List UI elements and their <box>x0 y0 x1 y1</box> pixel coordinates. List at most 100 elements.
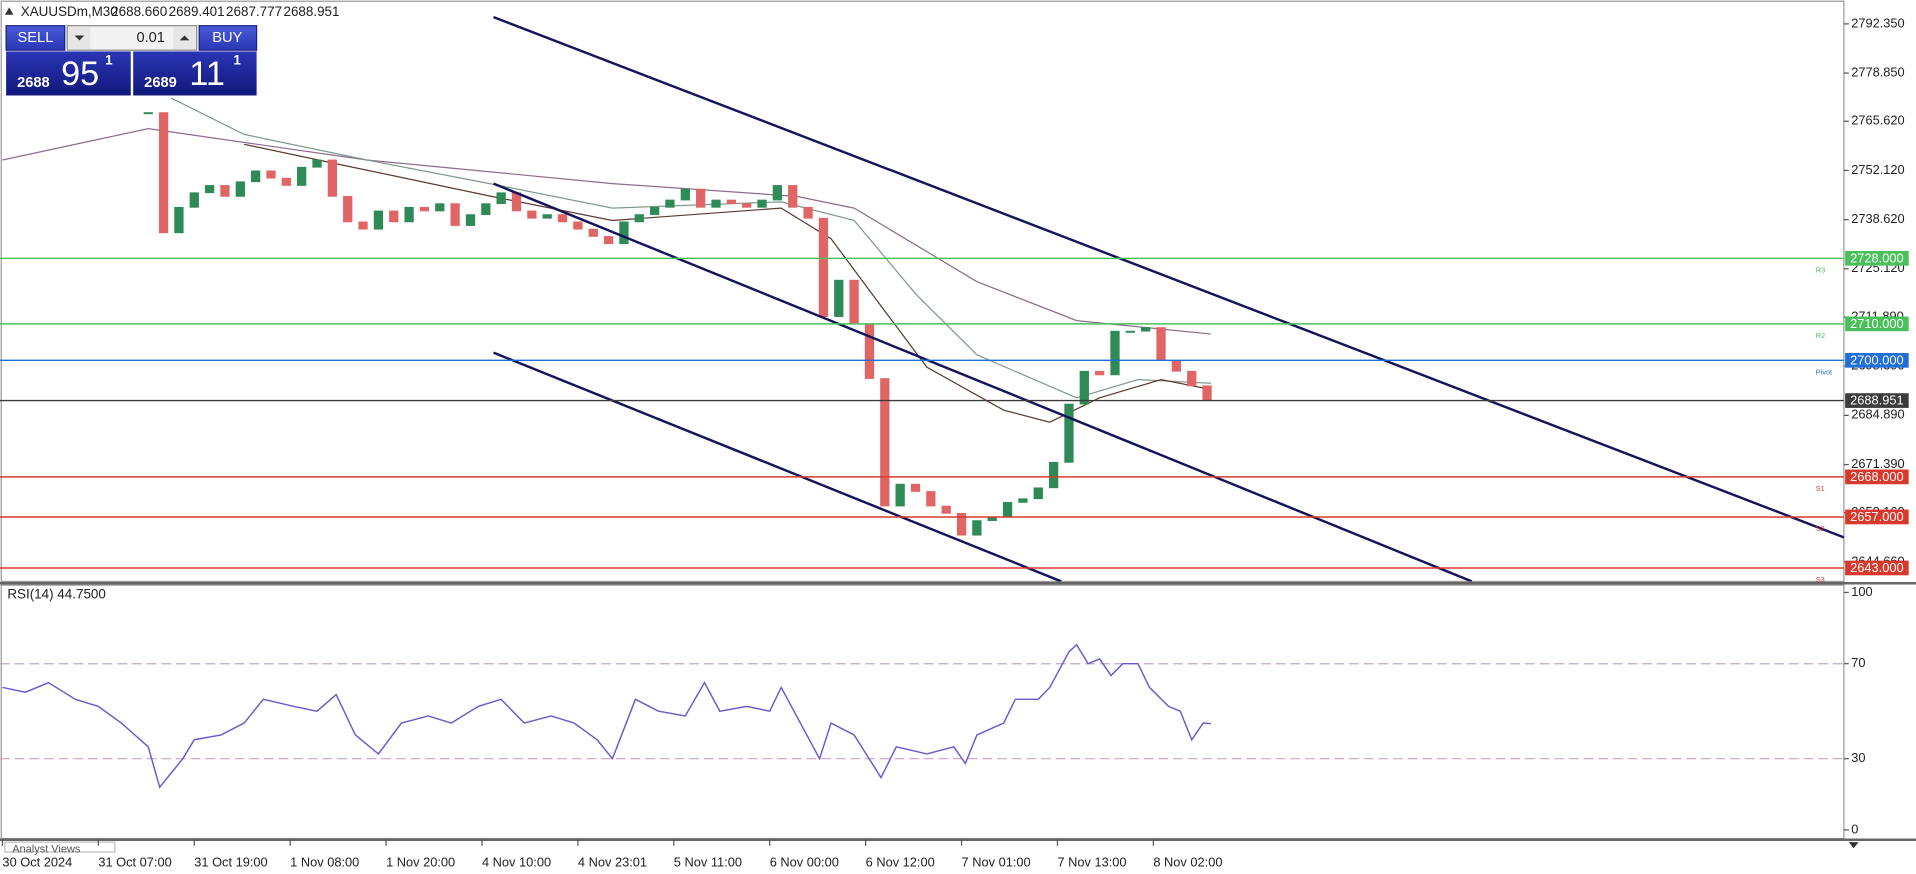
level-box <box>1845 469 1909 485</box>
candle <box>742 203 752 208</box>
candle <box>834 279 844 317</box>
candle <box>1171 359 1182 372</box>
y-tick-label: 2765.620 <box>1851 113 1904 128</box>
x-tick-label: 6 Nov 12:00 <box>866 854 935 869</box>
candle <box>143 112 153 115</box>
x-tick-label: 5 Nov 11:00 <box>674 854 742 869</box>
candle <box>665 199 675 208</box>
candle <box>603 236 614 245</box>
candle <box>1018 498 1028 503</box>
level-label: 2643.000 <box>1850 560 1903 575</box>
sell-price-big: 2688 <box>17 75 50 91</box>
candle <box>1002 502 1013 518</box>
price-pane-frame <box>0 0 1845 583</box>
y-tick-label: 2792.350 <box>1851 15 1904 30</box>
candle <box>251 170 261 183</box>
candle <box>772 185 783 201</box>
y-tick-label: 2752.120 <box>1851 162 1904 177</box>
candle <box>220 185 230 197</box>
buy-price-point: 1 <box>233 53 241 68</box>
candle <box>266 170 276 179</box>
candle <box>189 192 199 208</box>
level-name: S1 <box>1816 484 1825 493</box>
scroll-icon[interactable] <box>1848 842 1859 849</box>
candle <box>910 483 921 492</box>
candle <box>649 206 660 215</box>
trendline <box>493 15 1844 539</box>
rsi-title: RSI(14) 44.7500 <box>7 586 106 601</box>
x-tick-label: 31 Oct 07:00 <box>98 854 171 869</box>
sell-price-panel[interactable] <box>6 51 131 96</box>
arrow-up-icon <box>179 35 190 41</box>
analyst-tab-label[interactable]: Analyst Views <box>12 843 81 855</box>
candle <box>1141 327 1151 332</box>
candle <box>281 177 291 186</box>
candle <box>435 203 445 212</box>
candle <box>373 210 384 230</box>
candle <box>496 192 506 205</box>
candle <box>312 159 322 168</box>
level-box <box>1845 250 1909 266</box>
candle <box>895 483 905 507</box>
buy-price-panel[interactable] <box>133 51 257 96</box>
candle <box>1187 370 1197 387</box>
y-tick-label: 2738.620 <box>1851 211 1904 226</box>
x-tick-label: 6 Nov 00:00 <box>770 854 839 869</box>
level-label: 2728.000 <box>1850 250 1903 265</box>
candle <box>297 166 307 186</box>
candle <box>941 505 951 514</box>
candle <box>880 378 890 507</box>
candle <box>419 206 430 212</box>
candle <box>465 214 476 226</box>
candle <box>680 188 690 201</box>
y-tick-label: 2671.390 <box>1851 456 1904 471</box>
y-tick-label: 0 <box>1851 821 1858 836</box>
candle <box>235 181 245 197</box>
candle <box>696 188 706 208</box>
candle <box>757 199 767 208</box>
moving-average <box>244 143 1212 423</box>
level-box <box>1845 560 1909 576</box>
quote-low: 2687.777 <box>226 4 282 19</box>
candle <box>158 112 169 234</box>
trendline <box>493 182 1473 582</box>
candle <box>726 199 736 205</box>
level-name: R2 <box>1816 331 1825 340</box>
x-tick-label: 4 Nov 10:00 <box>482 854 551 869</box>
level-label: 2657.000 <box>1850 509 1903 524</box>
level-box <box>1845 316 1909 332</box>
volume-value[interactable]: 0.01 <box>136 30 165 46</box>
level-label: 2668.000 <box>1850 469 1903 484</box>
candle <box>588 228 598 237</box>
level-name: S3 <box>1816 575 1825 584</box>
candle <box>818 217 829 317</box>
candle <box>542 214 552 219</box>
arrow-down-icon <box>74 35 85 41</box>
candle <box>327 159 338 197</box>
sell-label[interactable]: SELL <box>18 30 54 46</box>
y-tick-label: 30 <box>1851 750 1865 765</box>
collapse-icon[interactable] <box>4 7 14 15</box>
quote-open: 2688.660 <box>111 4 167 19</box>
buy-button[interactable] <box>198 25 258 51</box>
candle <box>404 206 414 223</box>
level-box <box>1845 352 1909 368</box>
level-box <box>1845 509 1909 525</box>
analyst-tab[interactable] <box>4 841 116 853</box>
candle <box>1156 327 1166 361</box>
candle <box>174 206 184 234</box>
quote-close: 2688.951 <box>283 4 339 19</box>
candle <box>864 323 875 379</box>
symbol: XAUUSDm,M30 <box>21 4 118 19</box>
buy-price-pips: 11 <box>189 55 225 93</box>
quote-high: 2689.401 <box>169 4 225 19</box>
candle <box>1125 330 1135 333</box>
y-tick-label: 2684.890 <box>1851 407 1904 422</box>
buy-label[interactable]: BUY <box>212 30 242 46</box>
level-label: 2700.000 <box>1850 352 1903 367</box>
x-tick-label: 1 Nov 20:00 <box>386 854 455 869</box>
candle <box>1033 487 1043 500</box>
x-tick-label: 30 Oct 2024 <box>2 854 72 869</box>
sell-button[interactable] <box>5 25 66 51</box>
